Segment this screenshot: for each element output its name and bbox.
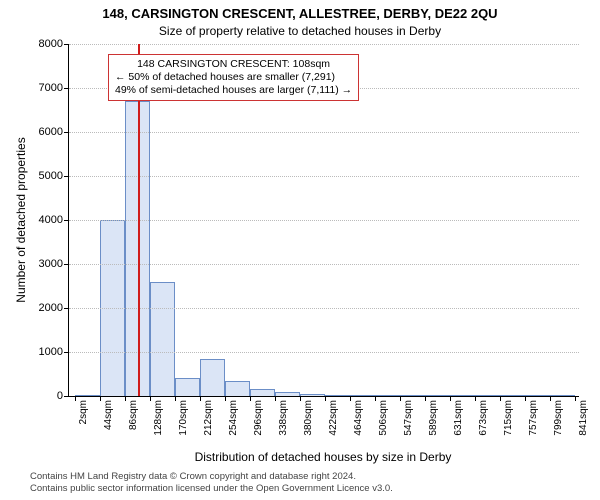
xtick-mark [325, 396, 326, 401]
histogram-bar [525, 395, 550, 396]
gridline [69, 132, 579, 133]
ytick-label: 6000 [39, 126, 63, 138]
x-axis-label: Distribution of detached houses by size … [68, 450, 578, 464]
xtick-label: 547sqm [403, 400, 414, 436]
histogram-bar [550, 395, 575, 396]
histogram-bar [400, 395, 425, 396]
gridline [69, 308, 579, 309]
xtick-mark [525, 396, 526, 401]
xtick-mark [250, 396, 251, 401]
ytick-mark [64, 88, 69, 89]
histogram-bar [325, 395, 350, 396]
xtick-mark [450, 396, 451, 401]
xtick-mark [375, 396, 376, 401]
chart-subtitle: Size of property relative to detached ho… [0, 24, 600, 38]
xtick-label: 170sqm [178, 400, 189, 436]
xtick-label: 422sqm [328, 400, 339, 436]
xtick-mark [75, 396, 76, 401]
gridline [69, 264, 579, 265]
xtick-mark [200, 396, 201, 401]
xtick-label: 86sqm [128, 400, 139, 430]
chart-title: 148, CARSINGTON CRESCENT, ALLESTREE, DER… [0, 6, 600, 21]
xtick-label: 338sqm [278, 400, 289, 436]
xtick-label: 757sqm [528, 400, 539, 436]
xtick-label: 715sqm [503, 400, 514, 436]
xtick-mark [500, 396, 501, 401]
xtick-mark [125, 396, 126, 401]
xtick-label: 631sqm [453, 400, 464, 436]
xtick-mark [175, 396, 176, 401]
xtick-mark [100, 396, 101, 401]
histogram-bar [475, 395, 500, 396]
ytick-mark [64, 132, 69, 133]
xtick-label: 254sqm [228, 400, 239, 436]
xtick-mark [425, 396, 426, 401]
gridline [69, 44, 579, 45]
histogram-bar [200, 359, 225, 396]
annotation-box: 148 CARSINGTON CRESCENT: 108sqm ← 50% of… [108, 54, 359, 101]
xtick-label: 841sqm [578, 400, 589, 436]
xtick-label: 464sqm [353, 400, 364, 436]
xtick-label: 506sqm [378, 400, 389, 436]
xtick-label: 589sqm [428, 400, 439, 436]
xtick-label: 673sqm [478, 400, 489, 436]
histogram-bar [150, 282, 175, 396]
histogram-bar [275, 392, 300, 396]
annotation-line3: 49% of semi-detached houses are larger (… [115, 84, 352, 97]
histogram-bar [500, 395, 525, 396]
xtick-label: 212sqm [203, 400, 214, 436]
xtick-mark [275, 396, 276, 401]
ytick-label: 4000 [39, 214, 63, 226]
ytick-mark [64, 308, 69, 309]
xtick-mark [350, 396, 351, 401]
xtick-mark [400, 396, 401, 401]
histogram-bar [75, 395, 100, 396]
xtick-label: 799sqm [553, 400, 564, 436]
xtick-mark [225, 396, 226, 401]
footer-line2: Contains public sector information licen… [30, 483, 393, 494]
histogram-bar [425, 395, 450, 396]
annotation-line2: ← 50% of detached houses are smaller (7,… [115, 71, 352, 84]
footer-line1: Contains HM Land Registry data © Crown c… [30, 471, 393, 482]
xtick-mark [300, 396, 301, 401]
ytick-label: 8000 [39, 38, 63, 50]
y-axis-label: Number of detached properties [14, 55, 28, 220]
ytick-label: 7000 [39, 82, 63, 94]
ytick-mark [64, 264, 69, 265]
ytick-mark [64, 220, 69, 221]
ytick-label: 0 [57, 390, 63, 402]
gridline [69, 220, 579, 221]
histogram-bar [175, 378, 200, 396]
histogram-bar [450, 395, 475, 396]
ytick-label: 2000 [39, 302, 63, 314]
xtick-mark [550, 396, 551, 401]
xtick-mark [150, 396, 151, 401]
xtick-mark [475, 396, 476, 401]
xtick-label: 128sqm [153, 400, 164, 436]
histogram-bar [300, 394, 325, 396]
ytick-mark [64, 44, 69, 45]
histogram-bar [350, 395, 375, 396]
chart-container: 148, CARSINGTON CRESCENT, ALLESTREE, DER… [0, 0, 600, 500]
histogram-bar [225, 381, 250, 396]
ytick-label: 5000 [39, 170, 63, 182]
footer: Contains HM Land Registry data © Crown c… [30, 471, 393, 494]
histogram-bar [250, 389, 275, 396]
ytick-mark [64, 396, 69, 397]
xtick-label: 296sqm [253, 400, 264, 436]
histogram-bar [375, 395, 400, 396]
ytick-mark [64, 352, 69, 353]
ytick-label: 3000 [39, 258, 63, 270]
gridline [69, 176, 579, 177]
ytick-label: 1000 [39, 346, 63, 358]
gridline [69, 352, 579, 353]
ytick-mark [64, 176, 69, 177]
xtick-label: 44sqm [103, 400, 114, 430]
annotation-line1: 148 CARSINGTON CRESCENT: 108sqm [115, 58, 352, 71]
xtick-mark [575, 396, 576, 401]
xtick-label: 2sqm [78, 400, 89, 424]
xtick-label: 380sqm [303, 400, 314, 436]
